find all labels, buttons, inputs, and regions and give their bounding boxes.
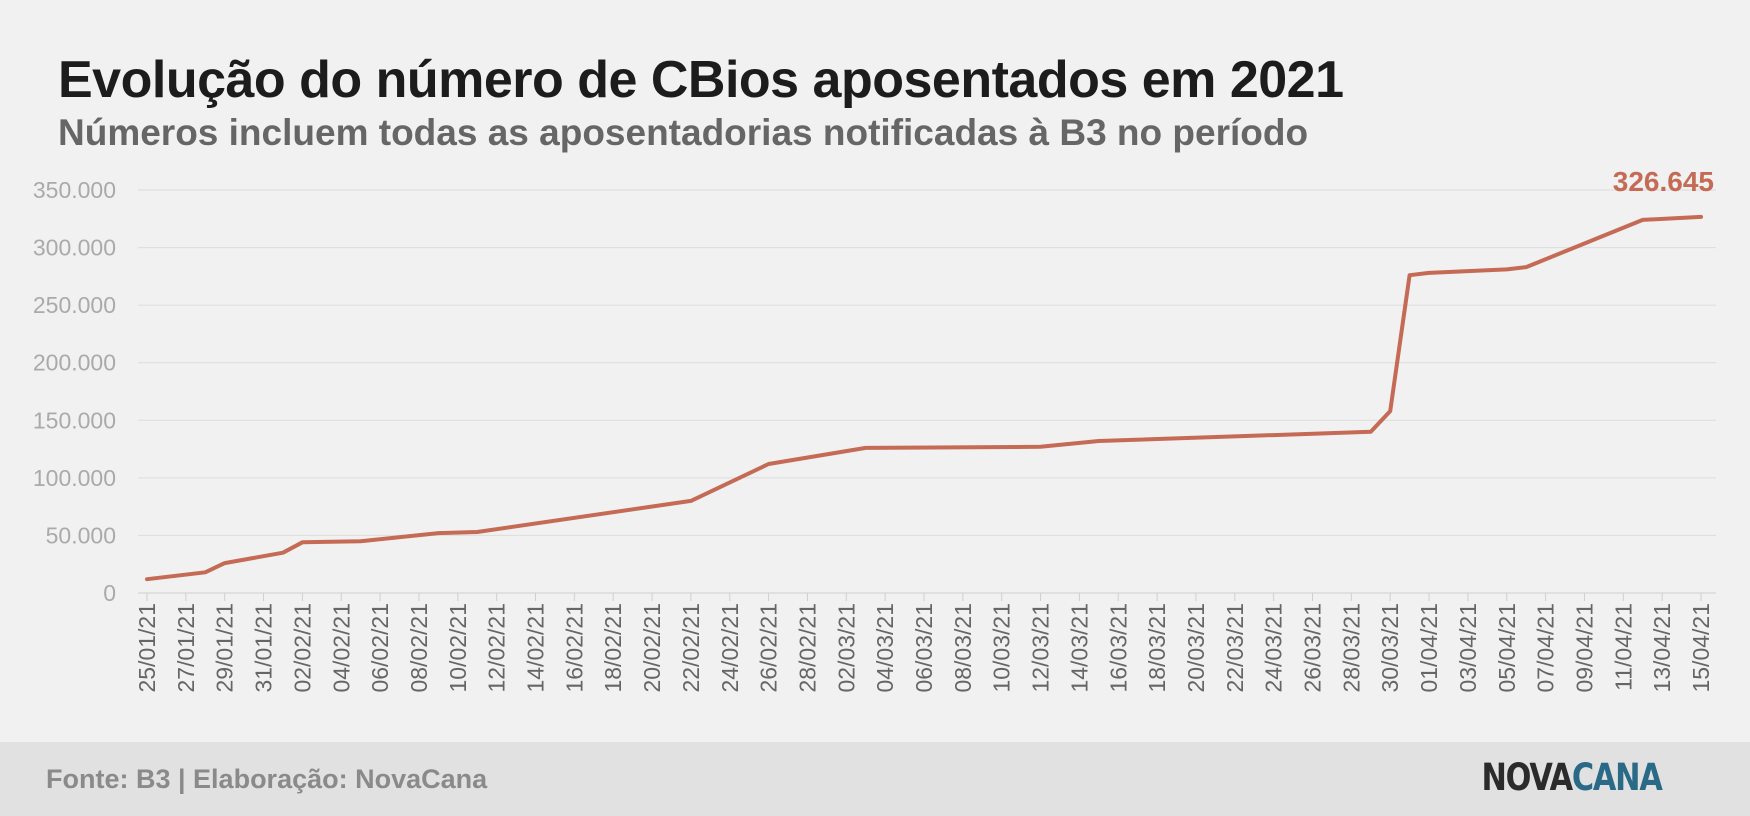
x-tick-label: 12/03/21 — [1028, 603, 1054, 693]
x-tick-label: 31/01/21 — [251, 603, 277, 693]
x-tick-label: 28/03/21 — [1338, 603, 1364, 693]
y-tick-label: 200.000 — [33, 350, 116, 376]
logo-text-nova: NOVA — [1481, 756, 1574, 799]
x-tick-label: 01/04/21 — [1416, 603, 1442, 693]
y-tick-label: 350.000 — [33, 177, 116, 203]
x-tick-label: 20/02/21 — [639, 603, 665, 693]
series-group — [145, 214, 1703, 582]
x-tick-label: 07/04/21 — [1533, 603, 1559, 693]
x-tick-label: 05/04/21 — [1494, 603, 1520, 693]
x-tick-label: 08/03/21 — [950, 603, 976, 693]
x-tick-label: 06/02/21 — [367, 603, 393, 693]
x-tick-label: 27/01/21 — [173, 603, 199, 693]
x-tick-label: 16/03/21 — [1105, 603, 1131, 693]
x-tick-label: 14/03/21 — [1066, 603, 1092, 693]
y-tick-label: 150.000 — [33, 407, 116, 433]
x-tick-label: 30/03/21 — [1377, 603, 1403, 693]
x-tick-label: 20/03/21 — [1183, 603, 1209, 693]
line-chart: 0 50.000 100.000 150.000 200.000 250.000 300.0… — [33, 166, 1716, 693]
x-tick-label: 02/02/21 — [289, 603, 315, 693]
x-tick-label: 14/02/21 — [523, 603, 549, 693]
x-tick-label: 25/01/21 — [134, 603, 160, 693]
novacana-logo: NOVACANA — [1481, 756, 1663, 799]
x-tick-label: 11/04/21 — [1610, 603, 1636, 691]
footer-bar: Fonte: B3 | Elaboração: NovaCana NOVACAN… — [0, 742, 1750, 816]
x-axis: 25/01/21 27/01/21 29/01/21 31/01/21 02/02/21… — [134, 592, 1716, 693]
x-tick-label: 22/02/21 — [678, 603, 704, 693]
final-value-label: 326.645 — [1613, 166, 1714, 197]
x-tick-label: 09/04/21 — [1571, 603, 1597, 693]
x-tick-label: 15/04/21 — [1688, 603, 1714, 693]
x-tick-label: 22/03/21 — [1222, 603, 1248, 693]
x-tick-label: 13/04/21 — [1649, 603, 1675, 693]
x-tick-label: 12/02/21 — [484, 603, 510, 693]
x-tick-label: 26/03/21 — [1300, 603, 1326, 693]
x-tick-label: 18/02/21 — [600, 603, 626, 693]
y-tick-label: 300.000 — [33, 235, 116, 261]
x-tick-label: 29/01/21 — [212, 603, 238, 693]
y-tick-label: 0 — [103, 580, 116, 606]
source-credit: Fonte: B3 | Elaboração: NovaCana — [46, 764, 488, 794]
x-tick-label: 03/04/21 — [1455, 603, 1481, 693]
x-tick-label: 24/02/21 — [717, 603, 743, 693]
y-tick-label: 100.000 — [33, 465, 116, 491]
x-tick-label: 18/03/21 — [1144, 603, 1170, 693]
x-tick-label: 08/02/21 — [406, 603, 432, 693]
x-tick-label: 04/02/21 — [328, 603, 354, 693]
y-axis: 0 50.000 100.000 150.000 200.000 250.000 300.0… — [33, 177, 116, 606]
x-tick-label: 10/02/21 — [445, 603, 471, 693]
x-tick-label: 28/02/21 — [794, 603, 820, 693]
chart-title: Evolução do número de CBios aposentados … — [58, 51, 1344, 109]
x-tick-label: 02/03/21 — [833, 603, 859, 693]
y-tick-label: 250.000 — [33, 292, 116, 318]
series-line — [145, 214, 1703, 582]
grid-lines — [138, 189, 1716, 536]
y-tick-label: 50.000 — [46, 522, 116, 548]
x-tick-label: 26/02/21 — [756, 603, 782, 693]
x-tick-label: 04/03/21 — [872, 603, 898, 693]
x-tick-label: 06/03/21 — [911, 603, 937, 693]
x-tick-label: 16/02/21 — [561, 603, 587, 693]
x-tick-label: 24/03/21 — [1261, 603, 1287, 693]
logo-text-cana: CANA — [1572, 756, 1663, 799]
annotations: 326.645 — [1613, 166, 1714, 197]
chart-subtitle: Números incluem todas as aposentadorias … — [58, 112, 1309, 153]
x-tick-label: 10/03/21 — [989, 603, 1015, 693]
